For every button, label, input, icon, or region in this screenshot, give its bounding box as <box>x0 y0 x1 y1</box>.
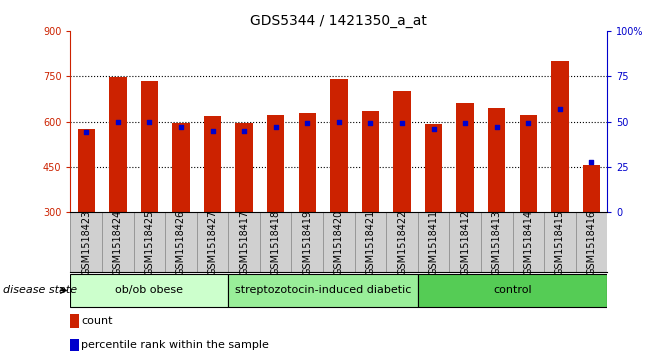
Text: control: control <box>493 285 532 295</box>
Point <box>460 121 470 126</box>
Point <box>176 124 187 130</box>
Bar <box>330 79 348 212</box>
Text: count: count <box>81 316 113 326</box>
Bar <box>141 81 158 212</box>
Bar <box>267 115 285 212</box>
Text: ob/ob obese: ob/ob obese <box>115 285 183 295</box>
Point <box>428 126 439 132</box>
Point <box>113 119 123 125</box>
Bar <box>456 102 474 212</box>
Point <box>144 119 155 125</box>
Bar <box>488 108 505 212</box>
Point <box>554 106 565 112</box>
Bar <box>583 166 600 212</box>
Bar <box>172 122 190 212</box>
Bar <box>362 111 379 212</box>
Point <box>239 128 250 134</box>
Point <box>81 130 92 135</box>
Title: GDS5344 / 1421350_a_at: GDS5344 / 1421350_a_at <box>250 15 427 28</box>
Bar <box>204 117 221 212</box>
FancyBboxPatch shape <box>418 274 607 307</box>
Text: percentile rank within the sample: percentile rank within the sample <box>81 340 269 350</box>
Point <box>491 124 502 130</box>
Point <box>207 128 218 134</box>
Bar <box>425 124 442 212</box>
Point <box>523 121 533 126</box>
FancyBboxPatch shape <box>70 274 228 307</box>
FancyBboxPatch shape <box>228 274 418 307</box>
Point <box>397 121 407 126</box>
Point <box>270 124 281 130</box>
Point <box>365 121 376 126</box>
Text: disease state: disease state <box>3 285 77 295</box>
Bar <box>551 61 568 212</box>
Bar <box>70 314 79 329</box>
Point <box>586 159 597 164</box>
Point <box>333 119 344 125</box>
Bar <box>109 77 127 212</box>
Bar <box>236 123 253 212</box>
Bar <box>78 129 95 212</box>
Point <box>302 121 313 126</box>
Bar <box>519 115 537 212</box>
Bar <box>70 339 79 351</box>
Text: streptozotocin-induced diabetic: streptozotocin-induced diabetic <box>235 285 411 295</box>
Bar <box>393 91 411 212</box>
Bar <box>299 113 316 212</box>
